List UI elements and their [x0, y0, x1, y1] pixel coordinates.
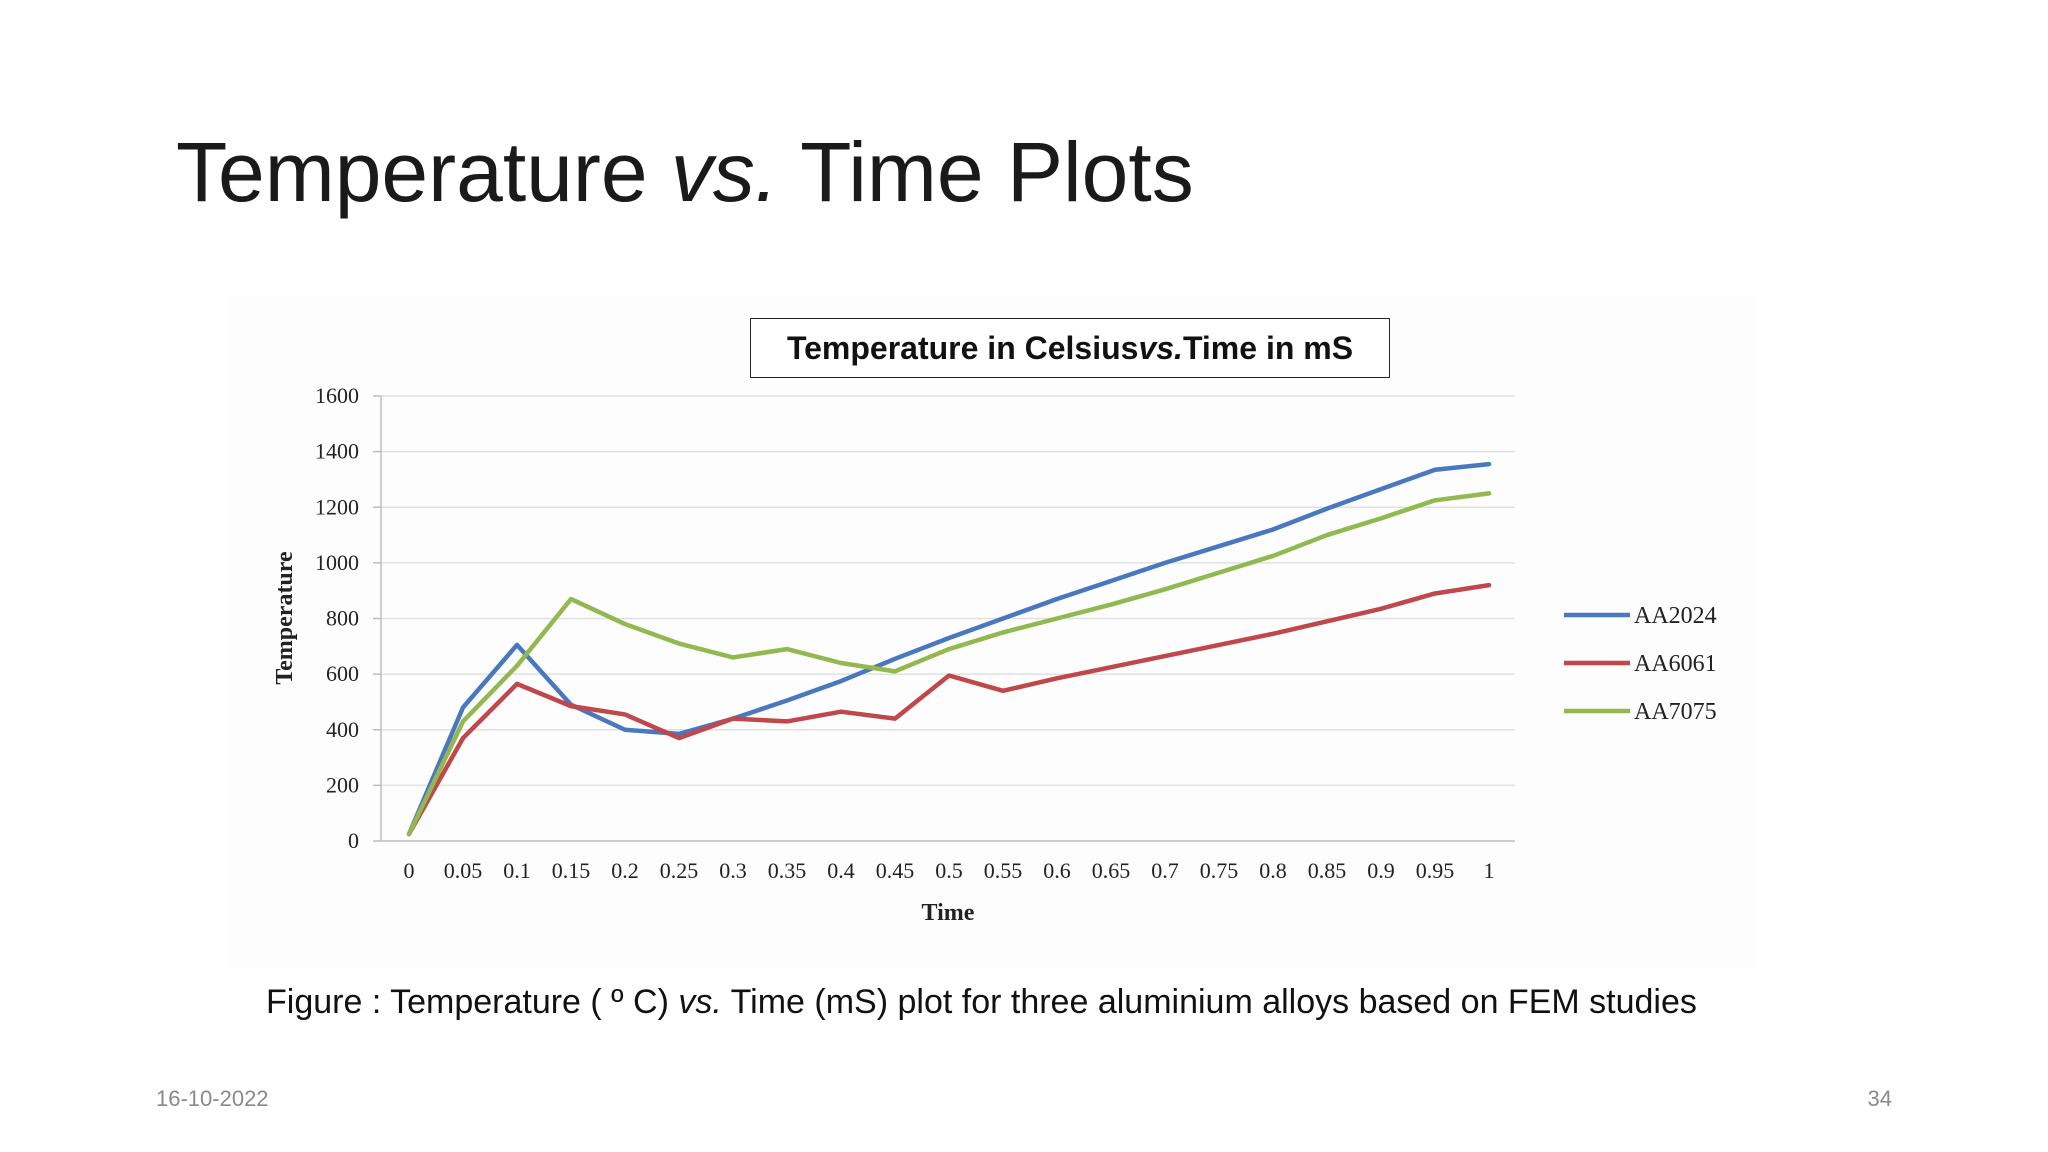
- y-tick-label: 800: [326, 606, 359, 631]
- legend-label-aa6061: AA6061: [1634, 651, 1717, 677]
- x-tick-label: 0.85: [1308, 858, 1347, 883]
- x-tick-label: 0.5: [935, 858, 963, 883]
- y-tick-label: 0: [348, 828, 359, 853]
- x-tick-label: 0.95: [1416, 858, 1455, 883]
- y-tick-label: 1400: [315, 439, 359, 464]
- x-tick-label: 0.6: [1043, 858, 1071, 883]
- x-tick-label: 0.25: [660, 858, 699, 883]
- gridlines: [381, 395, 1515, 787]
- legend-label-aa2024: AA2024: [1634, 603, 1717, 629]
- figure-caption: Figure : Temperature ( º C) vs. Time (mS…: [266, 978, 1697, 1026]
- x-tick-label: 0.8: [1259, 858, 1287, 883]
- x-tick-label: 0.55: [984, 858, 1023, 883]
- y-tick-label: 600: [326, 661, 359, 686]
- slide-date: 16-10-2022: [156, 1086, 269, 1111]
- y-tick-label: 1600: [315, 383, 359, 408]
- y-tick-labels: 0 200 400 600 800 1000 1200 1400 1600: [315, 383, 359, 853]
- series-lines: [406, 461, 1492, 837]
- series-line-aa6061: [406, 582, 1492, 837]
- legend: AA2024 AA6061 AA7075: [1564, 603, 1717, 725]
- series-line-aa2024: [406, 461, 1492, 837]
- y-axis-title: Temperature: [272, 551, 298, 685]
- axes: [373, 395, 1515, 842]
- x-axis-title: Time: [922, 900, 975, 926]
- x-tick-label: 0: [404, 858, 415, 883]
- y-tick-label: 200: [326, 772, 359, 797]
- chart-panel: [228, 296, 1756, 968]
- slide-title: Temperature vs. Time Plots: [176, 112, 1194, 232]
- slide-title-italic: vs.: [670, 125, 779, 219]
- caption-italic: vs.: [678, 983, 722, 1021]
- x-tick-label: 0.35: [768, 858, 807, 883]
- x-tick-label: 0.45: [876, 858, 915, 883]
- x-tick-label: 1: [1484, 858, 1495, 883]
- x-tick-label: 0.3: [719, 858, 747, 883]
- slide-title-text-end: Time Plots: [778, 125, 1194, 219]
- y-tick-label: 1000: [315, 550, 359, 575]
- x-tick-label: 0.75: [1200, 858, 1239, 883]
- series-line-aa7075: [406, 491, 1492, 837]
- x-tick-label: 0.9: [1367, 858, 1395, 883]
- chart-title-text: Temperature in Celsius: [786, 329, 1139, 366]
- y-tick-label: 1200: [315, 494, 359, 519]
- x-tick-label: 0.15: [552, 858, 591, 883]
- x-tick-label: 0.05: [444, 858, 483, 883]
- chart-title: Temperature in Celsius vs. Time in mS: [750, 318, 1390, 378]
- x-tick-label: 0.4: [827, 858, 855, 883]
- chart-title-italic: vs.: [1138, 329, 1183, 366]
- slide-number: 34: [1867, 1086, 1892, 1111]
- slide-title-text: Temperature: [176, 125, 671, 219]
- x-tick-label: 0.7: [1151, 858, 1179, 883]
- caption-text: Figure : Temperature ( º C): [266, 983, 679, 1021]
- x-tick-label: 0.65: [1092, 858, 1131, 883]
- caption-text-end: Time (mS) plot for three aluminium alloy…: [721, 983, 1697, 1021]
- y-tick-label: 400: [326, 717, 359, 742]
- x-tick-label: 0.2: [611, 858, 639, 883]
- x-tick-labels: 0 0.05 0.1 0.15 0.2 0.25 0.3 0.35 0.4 0.45 0.5 0.55…: [404, 858, 1495, 883]
- chart-title-text-end: Time in mS: [1182, 329, 1354, 366]
- legend-label-aa7075: AA7075: [1634, 699, 1717, 725]
- x-tick-label: 0.1: [503, 858, 531, 883]
